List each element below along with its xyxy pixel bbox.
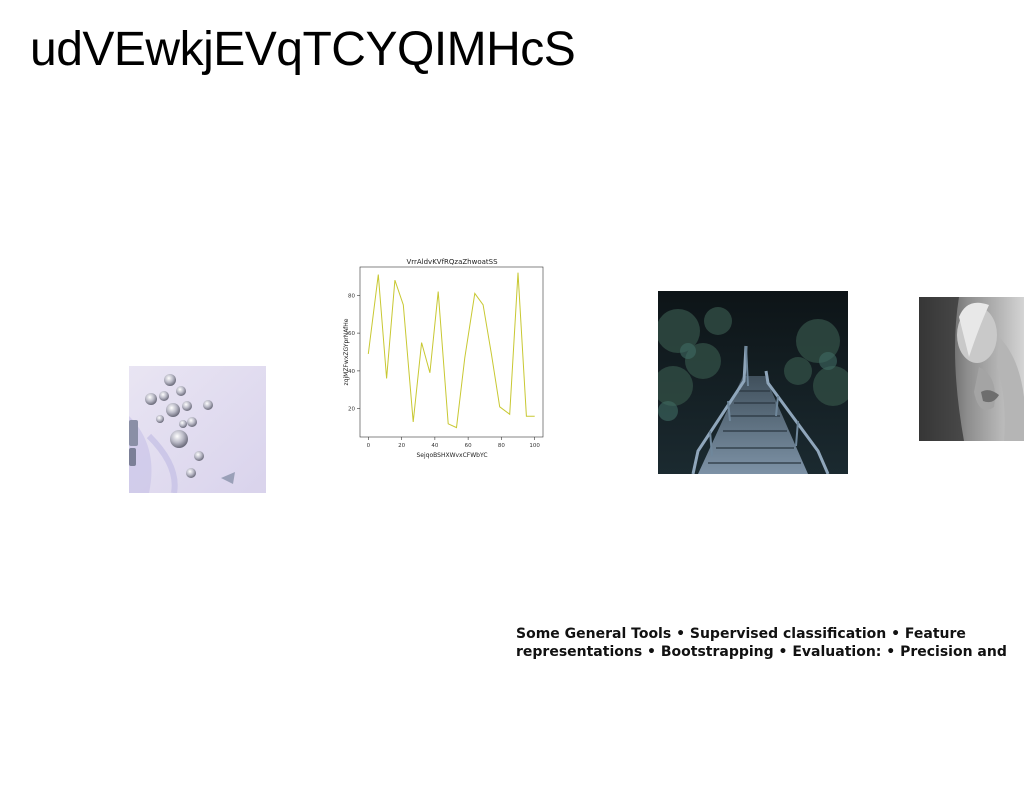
caption-line-2: representations • Bootstrapping • Evalua… xyxy=(516,644,1007,660)
forest-stairs-photo xyxy=(658,291,848,474)
y-tick-label: 80 xyxy=(348,293,355,299)
beads-photo xyxy=(129,366,266,493)
plot-frame xyxy=(359,266,544,438)
y-tick-label: 40 xyxy=(348,369,355,375)
y-axis-label: zqjMZFwxZGYprNAfHe xyxy=(343,318,350,385)
x-tick-label: 0 xyxy=(367,443,371,449)
x-tick-label: 60 xyxy=(465,443,472,449)
x-tick-label: 40 xyxy=(431,443,438,449)
y-axis-ticks: 20 40 60 80 xyxy=(348,293,360,413)
line-chart: VrrAldvKVfRQzaZhwoatSS 20 40 60 80 0 20 40 60 8… xyxy=(343,258,544,459)
chart-title: VrrAldvKVfRQzaZhwoatSS xyxy=(406,258,498,266)
couple-photo xyxy=(919,297,1024,441)
slide-title: udVEwkjEVqTCYQIMHcS xyxy=(30,23,576,76)
slide-caption: Some General Tools • Supervised classifi… xyxy=(516,625,1024,661)
x-tick-label: 80 xyxy=(498,443,505,449)
x-tick-label: 100 xyxy=(529,443,540,449)
y-tick-label: 60 xyxy=(348,331,355,337)
x-axis-ticks: 0 20 40 60 80 100 xyxy=(367,437,540,449)
series-line xyxy=(367,272,535,429)
y-tick-label: 20 xyxy=(348,407,355,413)
x-axis-label: SejqoBSHXWvxCFWbYC xyxy=(416,452,487,459)
caption-line-1: Some General Tools • Supervised classifi… xyxy=(516,626,966,642)
x-tick-label: 20 xyxy=(398,443,405,449)
